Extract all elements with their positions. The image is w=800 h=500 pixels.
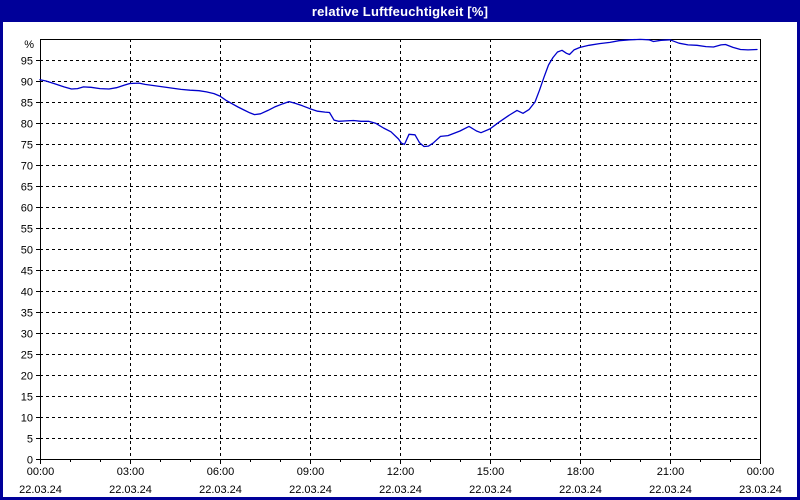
svg-text:10: 10 [21, 413, 33, 425]
svg-text:21:00: 21:00 [657, 466, 685, 478]
svg-text:06:00: 06:00 [207, 466, 235, 478]
humidity-chart: 05101520253035404550556065707580859095%0… [3, 22, 797, 497]
svg-text:95: 95 [21, 56, 33, 68]
svg-text:09:00: 09:00 [297, 466, 325, 478]
svg-text:22.03.24: 22.03.24 [19, 484, 62, 496]
svg-text:40: 40 [21, 287, 33, 299]
svg-text:12:00: 12:00 [387, 466, 415, 478]
data-series [39, 38, 758, 148]
svg-text:65: 65 [21, 182, 33, 194]
svg-text:90: 90 [21, 77, 33, 89]
title-bar: relative Luftfeuchtigkeit [%] [0, 0, 800, 22]
svg-text:00:00: 00:00 [27, 466, 55, 478]
svg-text:50: 50 [21, 245, 33, 257]
svg-text:22.03.24: 22.03.24 [649, 484, 692, 496]
svg-text:30: 30 [21, 329, 33, 341]
humidity-line [39, 38, 758, 148]
svg-text:20: 20 [21, 371, 33, 383]
svg-text:18:00: 18:00 [567, 466, 595, 478]
svg-text:%: % [24, 39, 34, 51]
svg-text:22.03.24: 22.03.24 [469, 484, 512, 496]
svg-text:22.03.24: 22.03.24 [109, 484, 152, 496]
svg-text:22.03.24: 22.03.24 [289, 484, 332, 496]
svg-text:80: 80 [21, 119, 33, 131]
svg-text:70: 70 [21, 161, 33, 173]
svg-text:60: 60 [21, 203, 33, 215]
chart-title: relative Luftfeuchtigkeit [%] [311, 3, 489, 19]
y-axis-labels: 0 5 10 15 20 25 30 35 40 45 50 55 60 65 70 75 80 85 90 95% [21, 39, 40, 467]
svg-text:75: 75 [21, 140, 33, 152]
svg-text:15: 15 [21, 392, 33, 404]
svg-text:22.03.24: 22.03.24 [379, 484, 422, 496]
svg-text:03:00: 03:00 [117, 466, 145, 478]
gridlines [40, 39, 760, 459]
svg-text:35: 35 [21, 308, 33, 320]
svg-text:85: 85 [21, 98, 33, 110]
svg-text:00:00: 00:00 [747, 466, 775, 478]
svg-text:25: 25 [21, 350, 33, 362]
svg-text:55: 55 [21, 224, 33, 236]
chart-area: 0 5 10 15 20 25 30 35 40 45 50 55 60 65 70 75 80 85 90 95% 0… [3, 22, 797, 497]
svg-text:15:00: 15:00 [477, 466, 505, 478]
svg-text:22.03.24: 22.03.24 [559, 484, 602, 496]
svg-text:5: 5 [27, 434, 33, 446]
svg-text:23.03.24: 23.03.24 [739, 484, 782, 496]
svg-text:0: 0 [27, 455, 33, 467]
svg-text:45: 45 [21, 266, 33, 278]
x-axis-labels: 00:00 22.03.24 03:00 22.03.24 06:00 22.03.24 0… [19, 459, 782, 496]
svg-text:22.03.24: 22.03.24 [199, 484, 242, 496]
